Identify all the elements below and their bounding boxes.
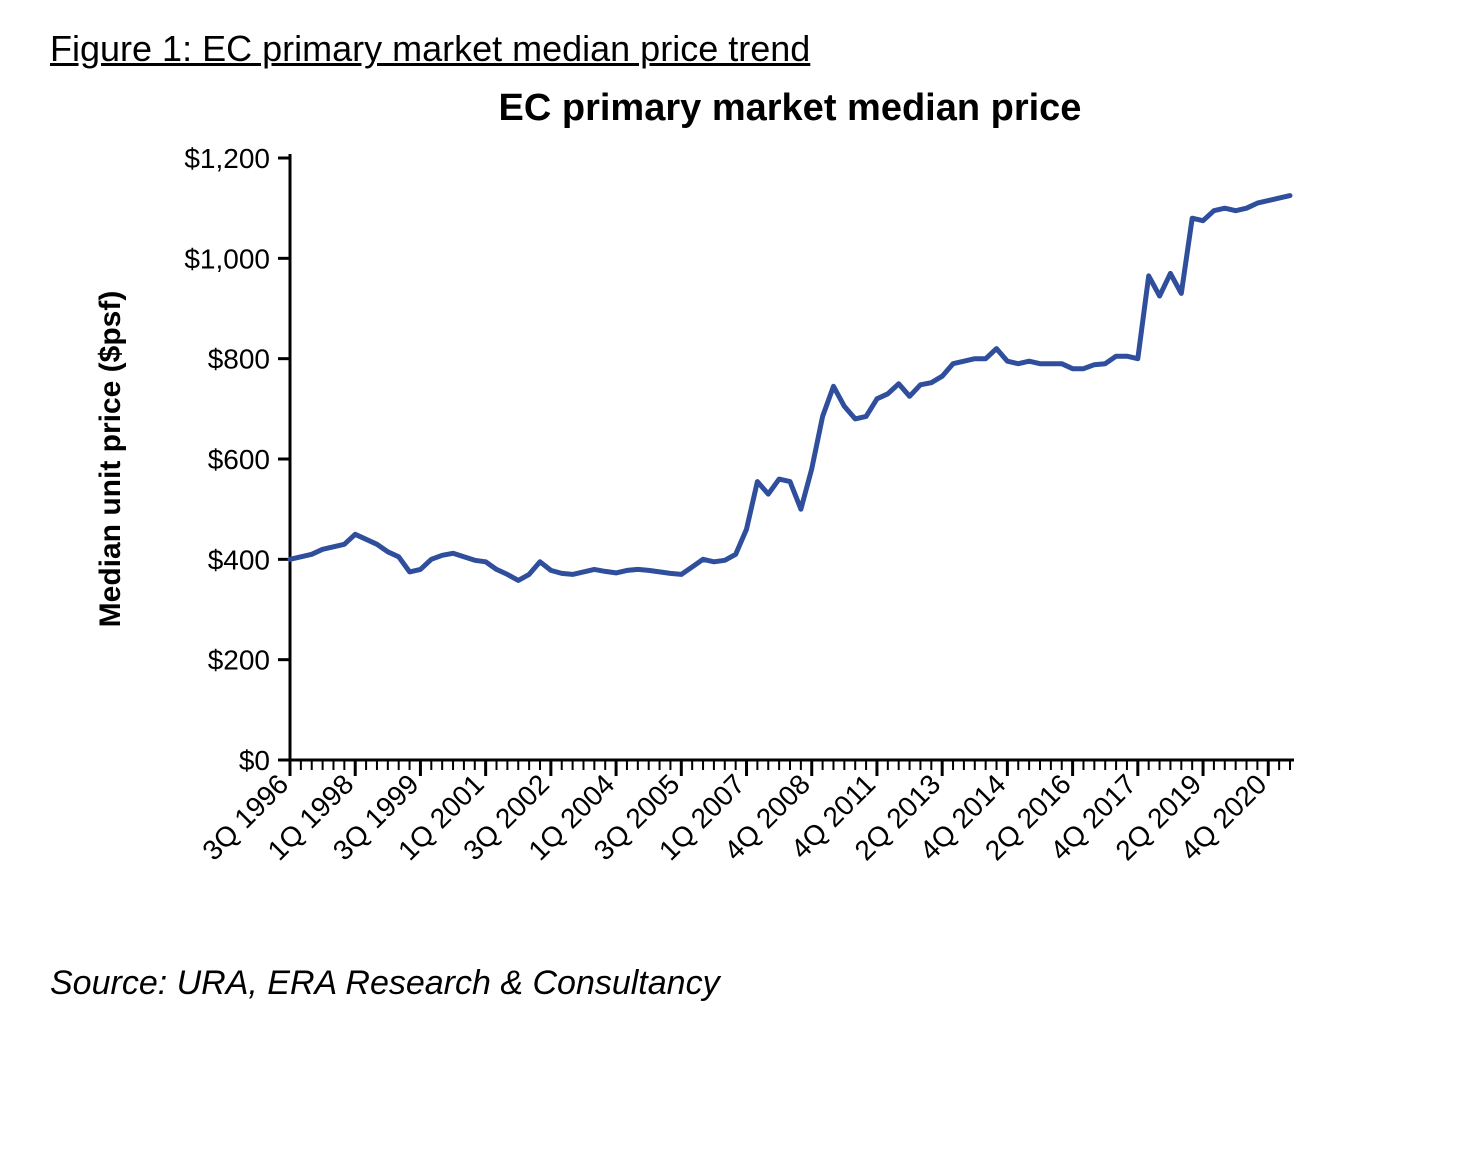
y-tick-label: $1,000 [184, 243, 270, 274]
y-tick-label: $200 [208, 645, 270, 676]
y-tick-label: $0 [239, 745, 270, 776]
source-line: Source: URA, ERA Research & Consultancy [50, 964, 1412, 1003]
y-tick-label: $1,200 [184, 143, 270, 174]
y-tick-label: $800 [208, 344, 270, 375]
y-axis-label: Median unit price ($psf) [94, 291, 127, 628]
y-tick-label: $600 [208, 444, 270, 475]
figure-container: Figure 1: EC primary market median price… [0, 0, 1462, 1165]
figure-caption: Figure 1: EC primary market median price… [50, 28, 1412, 70]
line-chart: EC primary market median price $0 $200 $400… [50, 80, 1330, 940]
y-tick-label: $400 [208, 544, 270, 575]
chart-title: EC primary market median price [499, 87, 1082, 129]
